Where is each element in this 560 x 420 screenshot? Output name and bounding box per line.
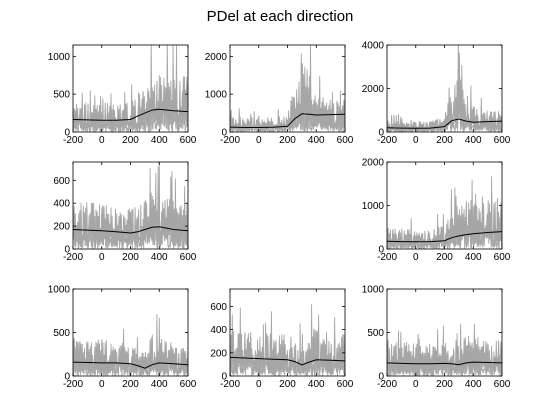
- figure-title: PDel at each direction: [206, 8, 354, 25]
- x-tick-label: 0: [413, 252, 419, 263]
- x-tick-label: 400: [308, 379, 325, 390]
- y-tick-label: 500: [367, 328, 384, 339]
- y-tick-label: 400: [210, 325, 227, 336]
- x-tick-label: 600: [337, 379, 354, 390]
- y-tick-label: 0: [378, 128, 384, 139]
- y-tick-label: 0: [64, 372, 70, 383]
- x-tick-label: 0: [256, 135, 262, 146]
- mean-line: [72, 108, 189, 121]
- x-tick-label: 200: [122, 252, 139, 263]
- y-tick-label: 0: [378, 372, 384, 383]
- y-tick-label: 200: [53, 222, 70, 233]
- y-tick-label: 600: [53, 176, 70, 187]
- x-tick-label: 200: [279, 135, 296, 146]
- x-tick-label: 200: [122, 135, 139, 146]
- y-tick-label: 0: [64, 245, 70, 256]
- y-tick-label: 500: [53, 90, 70, 101]
- mean-line: [72, 226, 189, 234]
- trial-trace: [230, 311, 345, 376]
- x-tick-label: 0: [413, 379, 419, 390]
- y-tick-label: 0: [221, 128, 227, 139]
- x-tick-label: 400: [151, 252, 168, 263]
- mean-line: [229, 113, 346, 128]
- y-tick-label: 1000: [362, 285, 385, 296]
- x-tick-label: 600: [494, 135, 511, 146]
- y-tick-label: 1000: [205, 90, 228, 101]
- x-tick-label: 200: [279, 379, 296, 390]
- y-tick-label: 0: [221, 372, 227, 383]
- x-tick-label: 0: [99, 252, 105, 263]
- trial-trace: [387, 70, 502, 132]
- trial-trace: [73, 45, 188, 132]
- x-tick-label: 200: [122, 379, 139, 390]
- x-tick-label: 400: [151, 135, 168, 146]
- x-tick-label: -200: [63, 135, 83, 146]
- x-tick-label: -200: [377, 252, 397, 263]
- x-tick-label: 400: [465, 379, 482, 390]
- mean-line: [72, 361, 189, 369]
- x-tick-label: -200: [377, 135, 397, 146]
- x-tick-label: 400: [465, 252, 482, 263]
- y-tick-label: 500: [53, 328, 70, 339]
- y-tick-label: 400: [53, 199, 70, 210]
- y-tick-label: 1000: [48, 285, 71, 296]
- y-tick-label: 0: [64, 128, 70, 139]
- mean-line: [386, 361, 503, 366]
- x-tick-label: 600: [494, 252, 511, 263]
- y-tick-label: 600: [210, 302, 227, 313]
- y-tick-label: 200: [210, 348, 227, 359]
- y-tick-label: 1000: [362, 201, 385, 212]
- x-tick-label: 400: [151, 379, 168, 390]
- trial-trace: [73, 337, 188, 376]
- x-tick-label: 0: [256, 379, 262, 390]
- x-tick-label: 200: [436, 379, 453, 390]
- x-tick-label: 0: [99, 135, 105, 146]
- y-tick-label: 2000: [362, 158, 385, 169]
- y-tick-label: 1000: [48, 52, 71, 63]
- y-tick-label: 2000: [362, 84, 385, 95]
- x-tick-label: 600: [494, 379, 511, 390]
- x-tick-label: 600: [180, 252, 197, 263]
- x-tick-label: -200: [63, 252, 83, 263]
- x-tick-label: 0: [413, 135, 419, 146]
- x-tick-label: -200: [220, 379, 240, 390]
- trial-trace: [73, 45, 188, 132]
- mean-line: [386, 118, 503, 129]
- y-tick-label: 0: [378, 245, 384, 256]
- x-tick-label: -200: [377, 379, 397, 390]
- x-tick-label: 200: [436, 135, 453, 146]
- y-tick-label: 4000: [362, 41, 385, 52]
- mean-line: [386, 231, 503, 243]
- x-tick-label: 600: [180, 135, 197, 146]
- x-tick-label: 400: [465, 135, 482, 146]
- y-tick-label: 2000: [205, 52, 228, 63]
- x-tick-label: 600: [337, 135, 354, 146]
- x-tick-label: -200: [63, 379, 83, 390]
- mean-line: [229, 356, 346, 366]
- x-tick-label: -200: [220, 135, 240, 146]
- x-tick-label: 600: [180, 379, 197, 390]
- x-tick-label: 0: [99, 379, 105, 390]
- x-tick-label: 400: [308, 135, 325, 146]
- x-tick-label: 200: [436, 252, 453, 263]
